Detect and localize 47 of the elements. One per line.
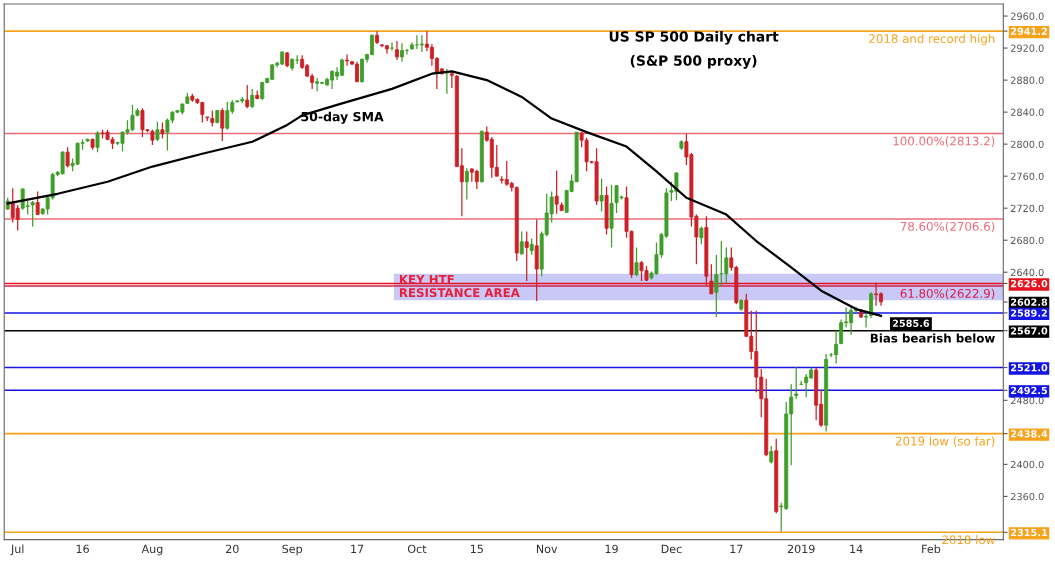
y-tick-label: 2589.2 <box>1011 309 1047 317</box>
y-tick-label: 2760.0 <box>1010 172 1044 181</box>
y-tick-label: 2567.0 <box>1011 327 1048 335</box>
y-tick-label: 2920.0 <box>1010 44 1044 52</box>
y-tick-label: 2492.5 <box>1011 386 1048 395</box>
y-tick-label: 2720.0 <box>1010 204 1044 213</box>
x-tick-label: 2019 <box>787 544 815 554</box>
x-tick-label: 15 <box>470 544 483 554</box>
x-tick-label: 17 <box>730 544 743 553</box>
ref-line-label: 100.00%(2813.2) <box>893 136 995 147</box>
x-tick-label: 19 <box>605 544 618 554</box>
ref-line-label: 2018 and record high <box>869 33 995 46</box>
x-tick-label: 16 <box>76 544 89 554</box>
y-tick-label: 2521.0 <box>1011 363 1048 372</box>
y-tick-label: 2960.0 <box>1010 12 1044 20</box>
x-tick-label: Feb <box>922 544 941 554</box>
x-tick-label: 14 <box>850 544 863 553</box>
x-tick-label: Sep <box>282 544 303 556</box>
x-tick-label: 17 <box>351 544 364 553</box>
ref-line-label: 2019 low (so far) <box>895 436 995 447</box>
y-tick-label: 2941.2 <box>1011 27 1047 35</box>
x-tick-label: Nov <box>536 544 558 554</box>
data-label: 2585.6 <box>892 319 930 327</box>
y-tick-label: 2400.0 <box>1010 460 1044 469</box>
y-tick-label: 2626.0 <box>1011 279 1048 288</box>
text: (S&P 500 proxy) <box>630 55 757 69</box>
y-tick-label: 2480.0 <box>1010 396 1044 405</box>
x-tick-label: 20 <box>226 544 239 554</box>
band-label: KEY HTF RESISTANCE AREA <box>399 275 520 298</box>
ref-line-label: 61.80%(2622.9) <box>900 288 995 300</box>
x-tick-label: Oct <box>407 544 427 554</box>
y-tick-label: 2438.4 <box>1011 430 1048 438</box>
y-tick-label: 2880.0 <box>1010 76 1044 84</box>
x-tick-label: Jul <box>10 544 24 556</box>
series-label: 50-day SMA <box>301 111 384 124</box>
y-tick-label: 2315.1 <box>1011 528 1048 537</box>
y-tick-label: 2680.0 <box>1010 236 1044 245</box>
x-tick-label: Dec <box>661 544 682 554</box>
y-tick-label: 2800.0 <box>1010 140 1044 148</box>
text: US SP 500 Daily chart <box>609 30 779 45</box>
x-tick-label: Aug <box>141 544 163 556</box>
y-tick-label: 2360.0 <box>1010 492 1044 501</box>
y-tick-label: 2840.0 <box>1010 108 1044 116</box>
ref-line-label: 78.60%(2706.6) <box>900 221 995 233</box>
y-tick-label: 2640.0 <box>1010 268 1044 277</box>
y-tick-label: 2602.8 <box>1011 298 1048 306</box>
ref-line-label: Bias bearish below <box>870 333 995 343</box>
